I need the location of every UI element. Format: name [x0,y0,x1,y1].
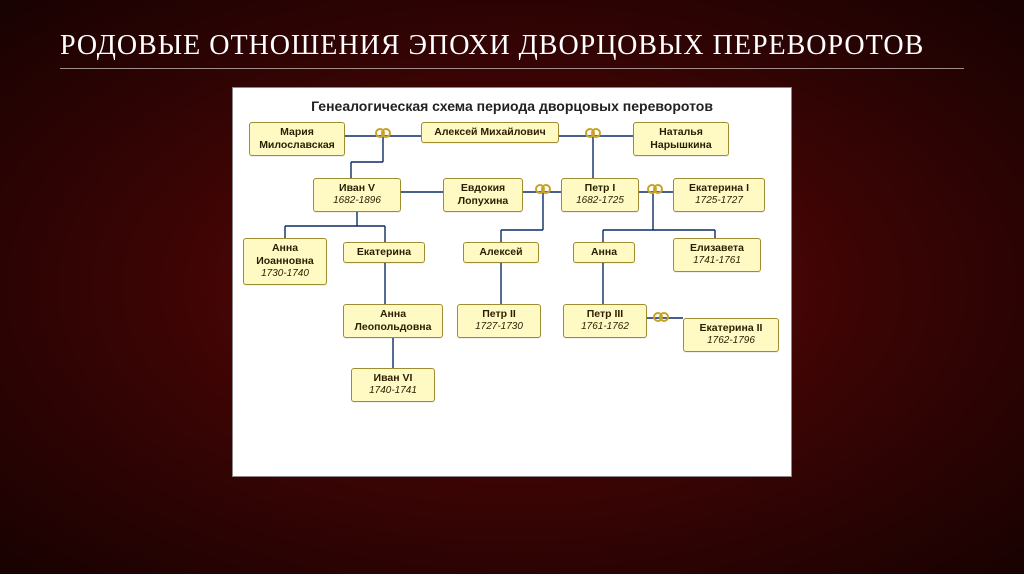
tree-node-alexei_p: Алексей [463,242,539,263]
node-dates: 1682-1896 [320,195,394,208]
node-dates: 1727-1730 [464,321,534,334]
node-dates: 1682-1725 [568,195,632,208]
marriage-rings-icon [535,184,555,198]
node-name: ЕвдокияЛопухина [450,182,516,208]
node-name: Петр I [568,182,632,195]
node-name: Иван VI [358,372,428,385]
marriage-rings-icon [647,184,667,198]
node-name: Елизавета [680,242,754,255]
tree-node-peter2: Петр II1727-1730 [457,304,541,338]
tree-edges [243,122,783,462]
node-name: Екатерина II [690,322,772,335]
diagram-container: Генеалогическая схема периода дворцовых … [232,87,792,477]
tree-node-anna_p: Анна [573,242,635,263]
node-name: Екатерина [350,246,418,259]
node-name: Алексей Михайлович [428,126,552,139]
tree-node-ekat1: Екатерина I1725-1727 [673,178,765,212]
node-dates: 1730-1740 [250,268,320,281]
tree-node-alexei_m: Алексей Михайлович [421,122,559,143]
title-underline [60,68,964,69]
tree-node-ekat2: Екатерина II1762-1796 [683,318,779,352]
tree-node-evdokia: ЕвдокияЛопухина [443,178,523,212]
tree-node-peter3: Петр III1761-1762 [563,304,647,338]
tree-node-natalia: НатальяНарышкина [633,122,729,156]
node-dates: 1761-1762 [570,321,640,334]
node-dates: 1762-1796 [690,335,772,348]
tree-node-peter1: Петр I1682-1725 [561,178,639,212]
node-name: АннаЛеопольдовна [350,308,436,334]
marriage-rings-icon [585,128,605,142]
node-name: Петр II [464,308,534,321]
slide-title: РОДОВЫЕ ОТНОШЕНИЯ ЭПОХИ ДВОРЦОВЫХ ПЕРЕВО… [0,0,1024,68]
node-dates: 1725-1727 [680,195,758,208]
node-dates: 1740-1741 [358,385,428,398]
family-tree-chart: МарияМилославская Алексей Михайлович Натал… [243,122,783,462]
node-name: Иван V [320,182,394,195]
node-name: Анна [580,246,628,259]
node-name: Екатерина I [680,182,758,195]
tree-node-ivan6: Иван VI1740-1741 [351,368,435,402]
marriage-rings-icon [375,128,395,142]
tree-node-eliz: Елизавета1741-1761 [673,238,761,272]
node-name: Алексей [470,246,532,259]
tree-node-ekat_d: Екатерина [343,242,425,263]
tree-node-maria: МарияМилославская [249,122,345,156]
node-name: АннаИоанновна [250,242,320,268]
tree-node-ivan5: Иван V1682-1896 [313,178,401,212]
node-name: МарияМилославская [256,126,338,152]
node-name: НатальяНарышкина [640,126,722,152]
tree-node-anna_leo: АннаЛеопольдовна [343,304,443,338]
diagram-title: Генеалогическая схема периода дворцовых … [243,98,781,114]
marriage-rings-icon [653,312,673,326]
tree-node-anna_io: АннаИоанновна1730-1740 [243,238,327,285]
node-dates: 1741-1761 [680,255,754,268]
node-name: Петр III [570,308,640,321]
